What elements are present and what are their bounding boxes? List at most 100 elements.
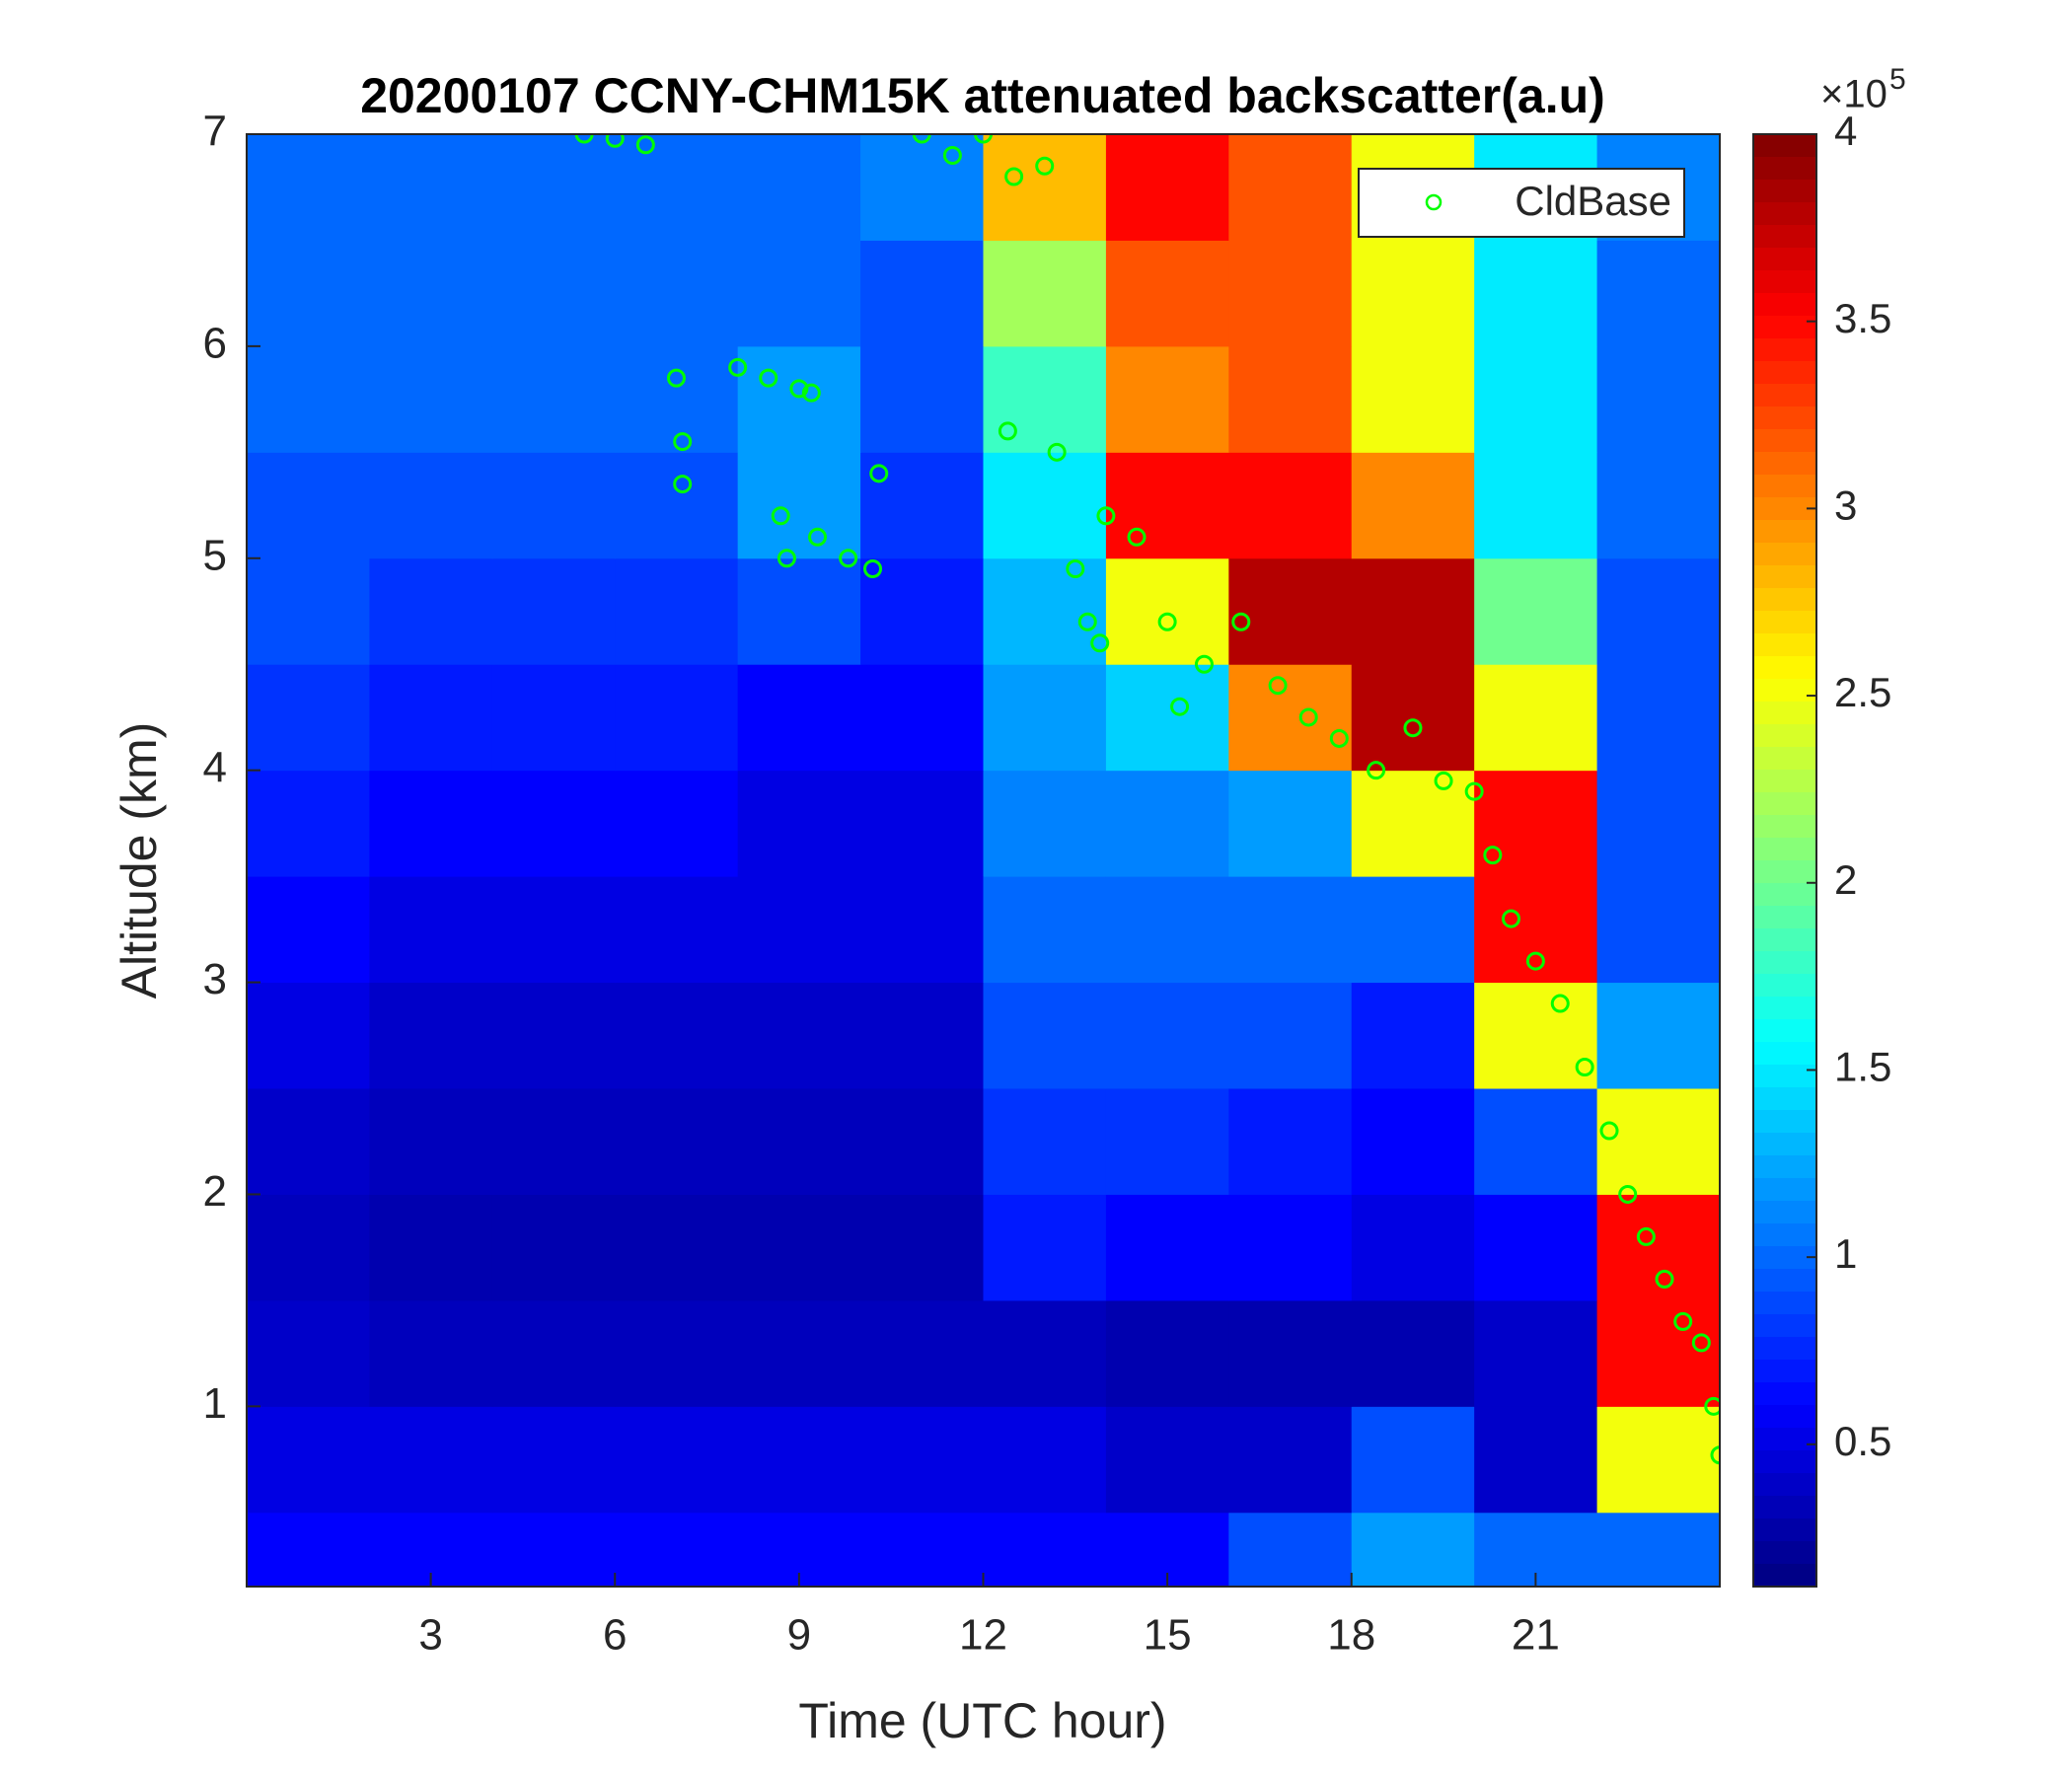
heat-cell: [1351, 982, 1475, 1089]
heat-cell: [860, 345, 984, 453]
heat-cell: [1351, 345, 1475, 453]
heat-cell: [1474, 1194, 1598, 1301]
y-tick-label: 6: [203, 320, 227, 368]
colorbar-step: [1753, 361, 1816, 385]
cloud-base-point: [801, 383, 821, 403]
x-tick-label: 18: [1327, 1611, 1375, 1660]
colorbar-step: [1753, 679, 1816, 703]
heat-cell: [737, 982, 861, 1089]
heat-cell: [860, 1512, 984, 1587]
colorbar-step: [1753, 1178, 1816, 1202]
heat-cell: [491, 134, 616, 241]
heat-cell: [247, 1194, 370, 1301]
heat-cell: [737, 1194, 861, 1301]
heat-cell: [369, 1512, 493, 1587]
heat-cell: [983, 876, 1107, 984]
colorbar-step: [1753, 202, 1816, 226]
cloud-base-point: [1434, 771, 1453, 790]
colorbar-step: [1753, 1382, 1816, 1406]
heat-cell: [983, 664, 1107, 772]
legend-marker: [1425, 193, 1443, 211]
cloud-base-point: [1483, 846, 1503, 865]
heat-cell: [369, 876, 493, 984]
heat-cell: [983, 770, 1107, 877]
legend: CldBase: [1358, 168, 1685, 238]
heat-cell: [1228, 1299, 1353, 1407]
heat-cell: [737, 557, 861, 665]
y-axis-label: Altitude (km): [111, 722, 167, 999]
cloud-base-point: [839, 549, 858, 568]
heat-cell: [737, 134, 861, 241]
colorbar-step: [1753, 997, 1816, 1020]
colorbar-step: [1753, 1564, 1816, 1588]
colorbar-step: [1753, 928, 1816, 952]
heat-cell: [1228, 452, 1353, 559]
heat-cell: [369, 982, 493, 1089]
colorbar-step: [1753, 633, 1816, 657]
colorbar-step: [1753, 1155, 1816, 1179]
colorbar-step: [1753, 951, 1816, 975]
heat-cell: [491, 1406, 616, 1514]
heat-cell: [369, 1299, 493, 1407]
colorbar-step: [1753, 134, 1816, 158]
heat-cell: [247, 876, 370, 984]
cloud-base-point: [1194, 654, 1214, 674]
y-tick-label: 1: [203, 1379, 227, 1428]
heat-cell: [737, 240, 861, 347]
heat-cell: [737, 1299, 861, 1407]
cloud-base-point: [869, 464, 889, 483]
colorbar-frame: [1752, 133, 1817, 1588]
heat-cell: [1596, 1088, 1720, 1195]
heat-cell: [1105, 1194, 1229, 1301]
cloud-base-point: [1035, 156, 1055, 176]
colorbar-step: [1753, 1314, 1816, 1338]
cloud-base-point: [1066, 559, 1085, 579]
heat-cell: [1596, 452, 1720, 559]
cloud-base-point: [1298, 707, 1318, 727]
x-tick-label: 9: [787, 1611, 811, 1660]
cloud-base-point: [1599, 1121, 1619, 1141]
colorbar-tick-label: 3.5: [1834, 295, 1891, 341]
heat-cell: [369, 664, 493, 772]
colorbar-step: [1753, 906, 1816, 929]
colorbar-step: [1753, 1201, 1816, 1224]
colorbar-step: [1753, 838, 1816, 861]
colorbar-step: [1753, 883, 1816, 907]
cloud-base-point: [1157, 612, 1177, 631]
x-tick-label: 15: [1144, 1611, 1192, 1660]
colorbar-step: [1753, 225, 1816, 249]
cloud-base-point: [605, 134, 625, 148]
cloud-base-point: [1367, 761, 1386, 780]
heat-cell: [491, 982, 616, 1089]
heat-cell: [1105, 557, 1229, 665]
colorbar-tick-label: 1: [1834, 1230, 1857, 1277]
heat-cell: [983, 1194, 1107, 1301]
heat-cell: [491, 1512, 616, 1587]
colorbar-step: [1753, 338, 1816, 362]
heat-cell: [1228, 1194, 1353, 1301]
cloud-base-point: [1231, 612, 1251, 631]
cloud-base-point: [789, 379, 809, 399]
cloud-base-point: [1047, 442, 1067, 462]
heat-cell: [1105, 876, 1229, 984]
heat-cell: [1351, 240, 1475, 347]
heat-cell: [1105, 770, 1229, 877]
heat-cell: [1105, 1406, 1229, 1514]
colorbar-tick-label: 1.5: [1834, 1044, 1891, 1090]
heat-cell: [983, 1299, 1107, 1407]
heat-cell: [860, 452, 984, 559]
cloud-base-point: [942, 145, 962, 165]
heat-cell: [1474, 770, 1598, 877]
heat-cell: [1105, 664, 1229, 772]
heat-cell: [1596, 1512, 1720, 1587]
heat-cell: [1351, 664, 1475, 772]
heat-cell: [615, 1088, 739, 1195]
heat-cell: [737, 1406, 861, 1514]
heat-cell: [1105, 1088, 1229, 1195]
heat-cell: [737, 876, 861, 984]
colorbar-step: [1753, 860, 1816, 884]
colorbar-step: [1753, 770, 1816, 793]
colorbar-step: [1753, 815, 1816, 839]
heat-cell: [1351, 876, 1475, 984]
colorbar-step: [1753, 1042, 1816, 1066]
